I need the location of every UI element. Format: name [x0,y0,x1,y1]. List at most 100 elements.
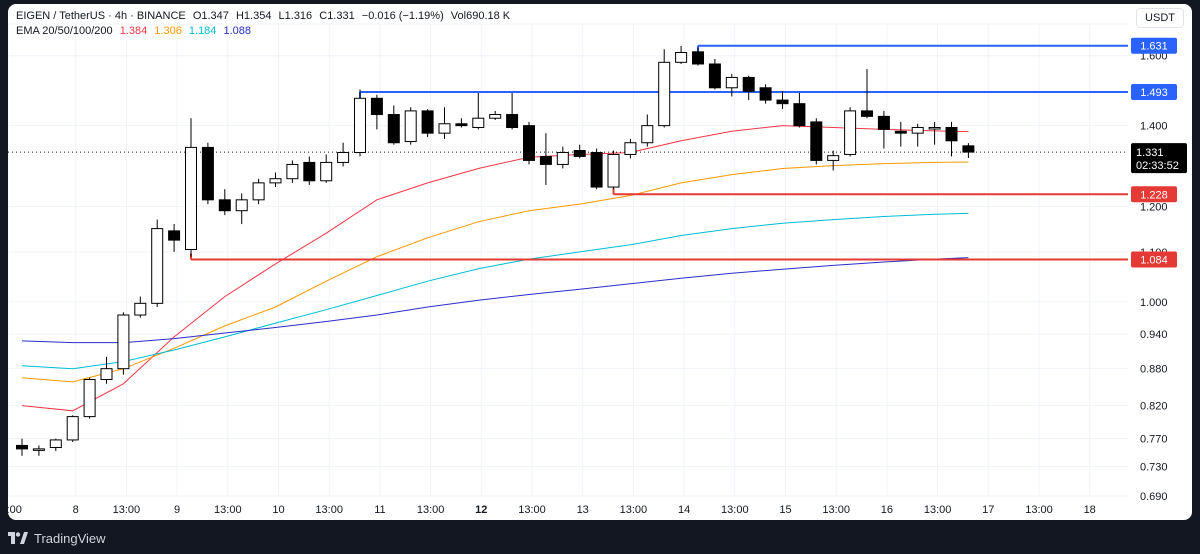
y-tick-label: 1.400 [1140,121,1168,133]
level-price-tag [1131,83,1177,100]
candle-bull [556,151,569,165]
symbol-title[interactable]: EIGEN / TetherUS · 4h · BINANCE [16,10,186,22]
ohlc-change: −0.016 (−1.19%) [361,10,444,22]
candle-bull [252,182,265,201]
candle-bear [421,110,434,134]
candle-bear [759,87,772,101]
level-price-label: 1.084 [1140,255,1168,267]
brand-name[interactable]: TradingView [34,530,106,546]
x-tick-label: 11 [374,504,385,516]
candle-bear [573,150,586,157]
x-tick-label: 13 [577,504,589,516]
candle-bull [320,161,333,182]
x-axis: 13:00 8 13:00 9 13:00 10 13:00 11 13:00 12 13:00 13… [8,504,1096,516]
level-price-tag [1131,37,1177,54]
candle-bull [83,378,96,418]
ema-line: EMA 20/50/100/200 1.384 1.306 1.184 1.08… [16,24,514,39]
candle-bear [370,97,383,116]
candle-bull [844,110,857,155]
volume-value: 690.18 K [466,10,511,22]
candle-bear [861,110,873,117]
countdown-label: 02:33:52 [1136,160,1179,172]
candle-bull [624,142,637,155]
candle-bull [725,76,738,89]
currency-unit-button[interactable]: USDT [1136,8,1184,28]
level-price-label: 1.493 [1140,87,1168,99]
high-label: H [235,10,244,22]
x-tick-label: 13:00 [518,504,546,516]
candle-bull [134,302,147,316]
y-tick-label: 0.770 [1140,434,1168,446]
candle-bear [303,161,316,182]
y-tick-label: 0.880 [1140,364,1168,376]
x-tick-label: 13:00 [315,504,343,516]
symbol-line: EIGEN / TetherUS · 4h · BINANCE O1.347 H… [16,9,514,24]
open-value: 1.347 [201,10,229,22]
candle-bull [354,97,366,153]
x-tick-label: 17 [982,504,994,516]
tradingview-logo-icon [8,532,28,544]
level-price-label: 1.228 [1140,189,1168,201]
volume: Vol690.18 K [451,10,510,22]
candle-bear [168,230,181,241]
candle-bull [337,151,350,163]
x-tick-label: 12 [475,504,487,516]
candle-bear [539,155,552,165]
low-value: 1.316 [284,10,313,22]
ema50-value: 1.306 [154,25,182,37]
candle-bull [404,110,417,143]
x-tick-label: 8 [73,504,79,516]
y-tick-label: 0.690 [1140,491,1168,503]
candle-bear [877,115,890,130]
ohlc-open: O1.347 [193,10,229,22]
x-tick-label: 15 [779,504,791,516]
ema-series-line [21,257,969,344]
close-value: 1.331 [327,10,355,22]
x-tick-label: 13:00 [214,504,242,516]
close-label: C [319,10,328,22]
ema-lines [21,125,969,412]
volume-label: Vol [450,10,467,22]
candle-bear [523,125,535,161]
last-price-tag [1131,143,1187,174]
x-tick-label: 13:00 [620,504,648,516]
x-tick-label: 13:00 [1025,504,1053,516]
candle-bear [16,444,28,450]
candle-bear [742,76,755,92]
candle-bull [928,127,941,130]
high-value: 1.354 [243,10,272,22]
candle-bear [945,127,958,142]
candle-bull [117,314,130,370]
x-tick-label: 13:00 [822,504,850,516]
x-tick-label: 13:00 [113,504,141,516]
candle-bear [962,145,975,153]
ema20-value: 1.384 [119,25,148,37]
candle-bull [827,155,840,161]
candle-bear [810,121,823,161]
candle-bull [269,178,282,184]
candle-bear [793,103,806,127]
price-chart[interactable]: 1.7001.6001.4001.2001.1001.0000.9400.880… [8,4,1192,520]
y-tick-label: 1.600 [1140,51,1168,63]
ohlc-close: C1.331 [319,10,354,22]
x-tick-label: 10 [272,504,284,516]
level-price-tag [1131,186,1177,203]
candle-bull [641,125,654,144]
candle-bear [708,63,721,89]
open-label: O [192,10,202,22]
ema-series-line [21,212,969,370]
ema-label[interactable]: EMA 20/50/100/200 [16,25,113,37]
ohlc-low: L1.316 [279,10,313,22]
x-tick-label: 13:00 [417,504,445,516]
candle-bull [100,368,113,380]
candle-bear [506,114,519,129]
ohlc-high: H1.354 [236,10,271,22]
candle-bull [49,439,62,448]
chart-panel: 1.7001.6001.4001.2001.1001.0000.9400.880… [8,4,1192,520]
y-tick-label: 0.820 [1140,401,1168,413]
y-tick-label: 0.940 [1140,329,1168,341]
candle-bull [607,153,620,188]
x-tick-label: 13:00 [924,504,952,516]
candle-bull [185,146,197,250]
